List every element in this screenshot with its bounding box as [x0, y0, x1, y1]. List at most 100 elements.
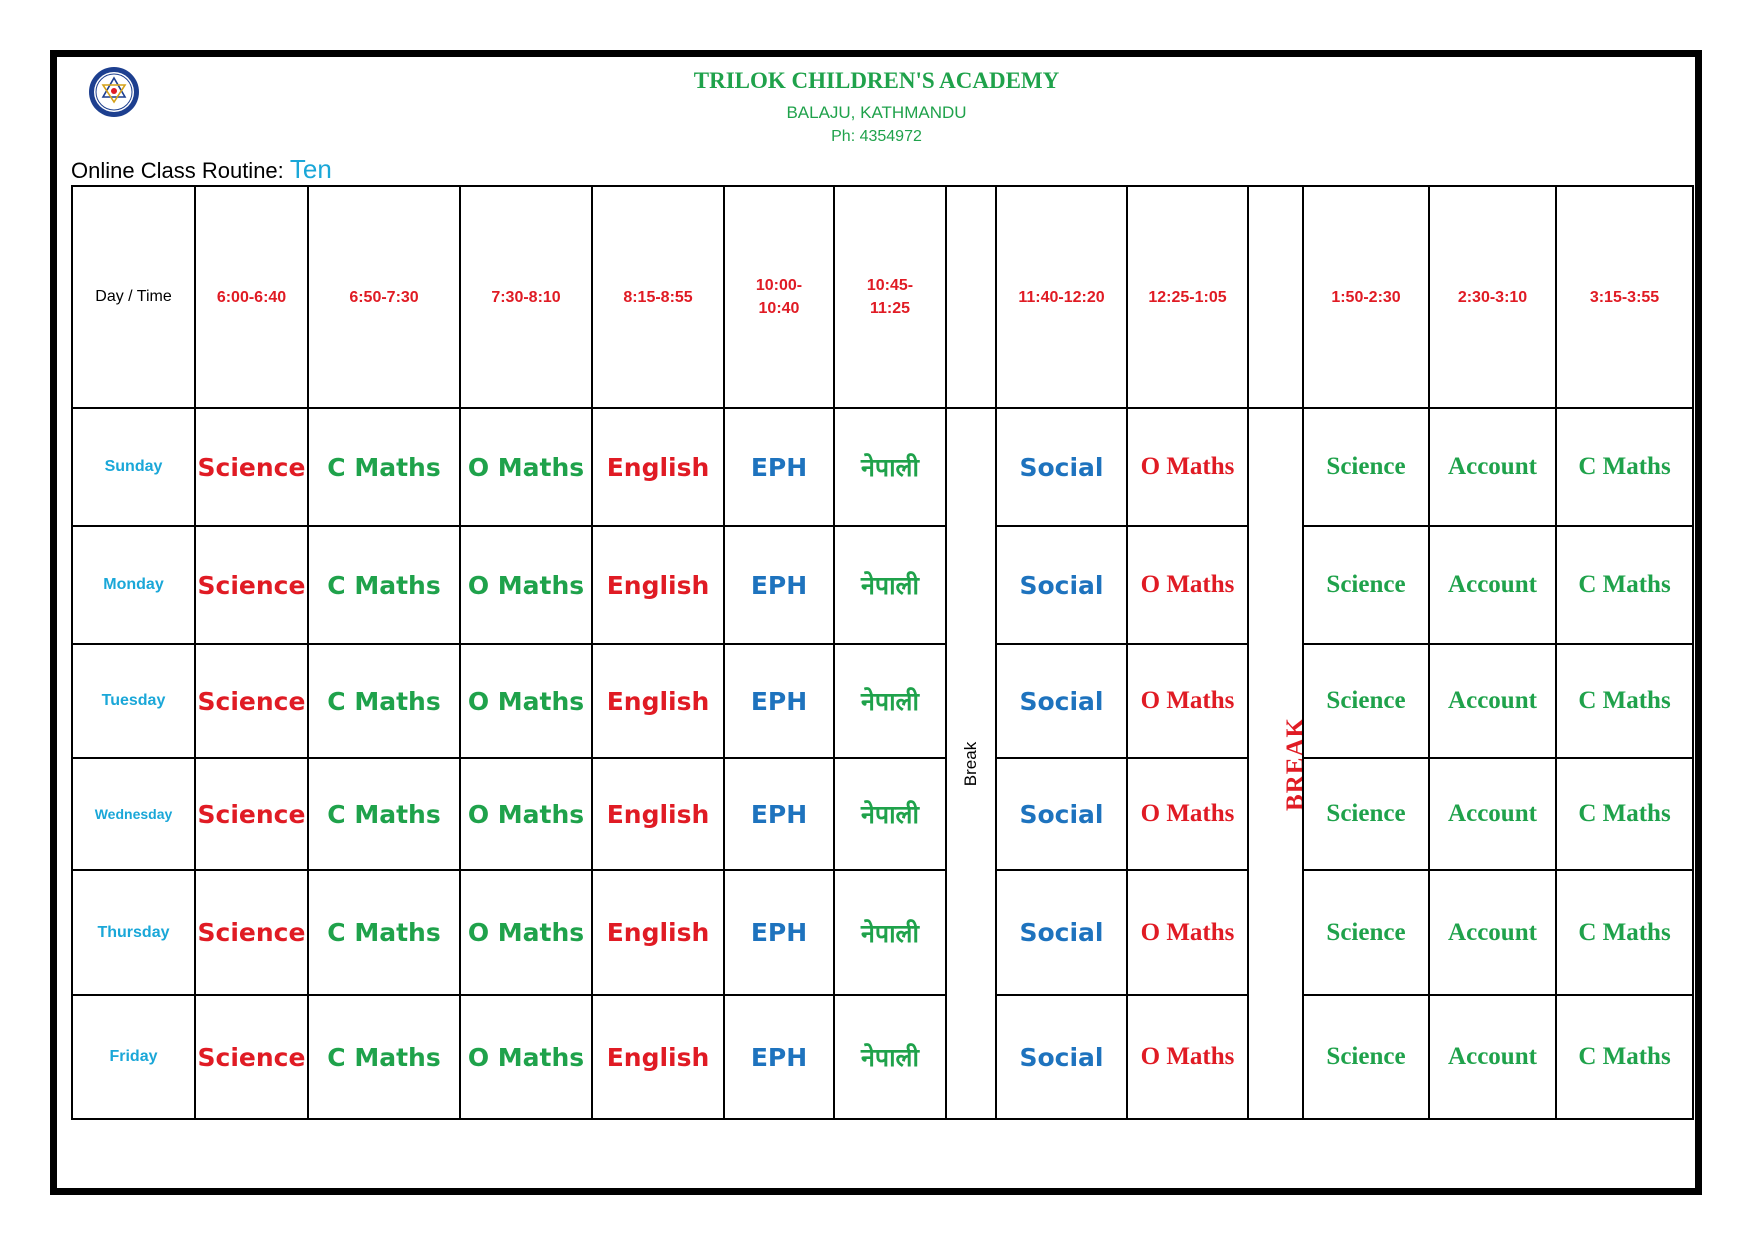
subject-cell: Science: [194, 643, 309, 759]
subject-label: Account: [1448, 687, 1537, 714]
subject-label: Science: [1326, 918, 1406, 946]
subject-cell: O Maths: [459, 407, 593, 527]
subject-cell: Science: [1302, 525, 1430, 645]
subject-cell: English: [591, 869, 725, 996]
subject-cell: नेपाली: [833, 757, 947, 871]
day-cell: Tuesday: [71, 643, 196, 759]
table-row: Monday Science C Maths O Maths English EPH नेप…: [71, 525, 1694, 645]
subject-cell: नेपाली: [833, 994, 947, 1120]
school-name: TRILOK CHILDREN'S ACADEMY: [693, 68, 1060, 93]
subject-cell: Social: [995, 757, 1128, 871]
subject-cell: English: [591, 643, 725, 759]
subject-label: Science: [197, 1042, 306, 1072]
subject-cell: O Maths: [459, 869, 593, 996]
subject-label: EPH: [750, 1042, 808, 1072]
subject-cell: English: [591, 407, 725, 527]
subject-cell: C Maths: [1555, 869, 1694, 996]
subject-cell: EPH: [723, 994, 835, 1120]
lunch-break-label: BREAK: [1281, 716, 1303, 811]
subject-label: Science: [1326, 687, 1406, 714]
day-cell: Sunday: [71, 407, 196, 527]
subject-label: EPH: [750, 799, 808, 829]
subject-cell: नेपाली: [833, 525, 947, 645]
time-slot-header: 10:45- 11:25: [833, 185, 947, 409]
subject-label: Science: [197, 799, 306, 829]
subject-label: Science: [1326, 800, 1406, 827]
subject-label: Social: [1019, 1042, 1104, 1072]
subject-cell: Science: [1302, 643, 1430, 759]
subject-cell: EPH: [723, 869, 835, 996]
subject-label: English: [606, 918, 710, 947]
subject-cell: Account: [1428, 525, 1557, 645]
subject-label: English: [606, 452, 710, 482]
subject-cell: EPH: [723, 643, 835, 759]
subject-label: नेपाली: [861, 571, 919, 600]
time-slot-header: 6:50-7:30: [307, 185, 461, 409]
subject-cell: C Maths: [1555, 994, 1694, 1120]
subject-label: O Maths: [1140, 918, 1235, 946]
subject-label: O Maths: [467, 570, 585, 600]
routine-title-prefix: Online Class Routine:: [71, 158, 290, 183]
subject-cell: EPH: [723, 407, 835, 527]
time-slot-header: 10:00- 10:40: [723, 185, 835, 409]
subject-label: Account: [1448, 453, 1537, 480]
subject-cell: O Maths: [1126, 407, 1249, 527]
subject-cell: Science: [194, 994, 309, 1120]
subject-cell: नेपाली: [833, 643, 947, 759]
subject-label: Social: [1019, 570, 1104, 600]
subject-label: C Maths: [1578, 453, 1671, 480]
subject-label: C Maths: [327, 686, 441, 716]
table-row: Sunday Science C Maths O Maths English EPH नेप…: [71, 407, 1694, 1120]
subject-cell: English: [591, 994, 725, 1120]
subject-label: नेपाली: [861, 1043, 919, 1072]
subject-label: नेपाली: [861, 453, 919, 482]
subject-cell: Social: [995, 407, 1128, 527]
subject-cell: O Maths: [459, 994, 593, 1120]
routine-table: Day / Time 6:00-6:40 6:50-7:30 7:30-8:10…: [71, 185, 1694, 1120]
subject-label: O Maths: [467, 686, 585, 716]
subject-cell: EPH: [723, 757, 835, 871]
time-slot-header: 3:15-3:55: [1555, 185, 1694, 409]
school-phone: Ph: 4354972: [831, 128, 922, 145]
subject-cell: O Maths: [1126, 525, 1249, 645]
subject-cell: C Maths: [1555, 525, 1694, 645]
subject-label: O Maths: [467, 452, 585, 482]
subject-cell: Science: [194, 757, 309, 871]
subject-cell: Account: [1428, 869, 1557, 996]
subject-label: EPH: [750, 918, 808, 947]
break-header-blank: [1247, 185, 1304, 409]
day-cell: Wednesday: [71, 757, 196, 871]
time-slot-header: 6:00-6:40: [194, 185, 309, 409]
subject-cell: O Maths: [1126, 643, 1249, 759]
subject-label: O Maths: [467, 1042, 585, 1072]
school-emblem-icon: [89, 67, 139, 117]
subject-cell: Science: [194, 525, 309, 645]
lunch-break-cell: BREAK: [1247, 407, 1304, 1120]
subject-cell: EPH: [723, 525, 835, 645]
subject-cell: C Maths: [307, 757, 461, 871]
school-address: BALAJU, KATHMANDU: [786, 103, 967, 122]
subject-label: C Maths: [1578, 571, 1671, 598]
day-cell: Friday: [71, 994, 196, 1120]
subject-label: C Maths: [327, 918, 441, 947]
routine-title: Online Class Routine: Ten: [71, 154, 332, 185]
subject-label: Social: [1019, 918, 1104, 947]
subject-cell: English: [591, 757, 725, 871]
break-cell: Break: [945, 407, 997, 1120]
subject-label: English: [606, 570, 710, 600]
subject-cell: Account: [1428, 994, 1557, 1120]
subject-label: C Maths: [1578, 918, 1671, 946]
subject-cell: Science: [1302, 994, 1430, 1120]
subject-label: O Maths: [1140, 800, 1235, 827]
subject-label: O Maths: [1140, 571, 1235, 598]
break-label: Break: [960, 741, 980, 786]
day-cell: Monday: [71, 525, 196, 645]
subject-cell: नेपाली: [833, 869, 947, 996]
subject-label: Social: [1019, 799, 1104, 829]
subject-label: Social: [1019, 686, 1104, 716]
subject-label: Science: [1326, 571, 1406, 598]
subject-cell: Social: [995, 994, 1128, 1120]
subject-cell: O Maths: [1126, 994, 1249, 1120]
time-slot-header: 8:15-8:55: [591, 185, 725, 409]
subject-cell: Science: [194, 407, 309, 527]
